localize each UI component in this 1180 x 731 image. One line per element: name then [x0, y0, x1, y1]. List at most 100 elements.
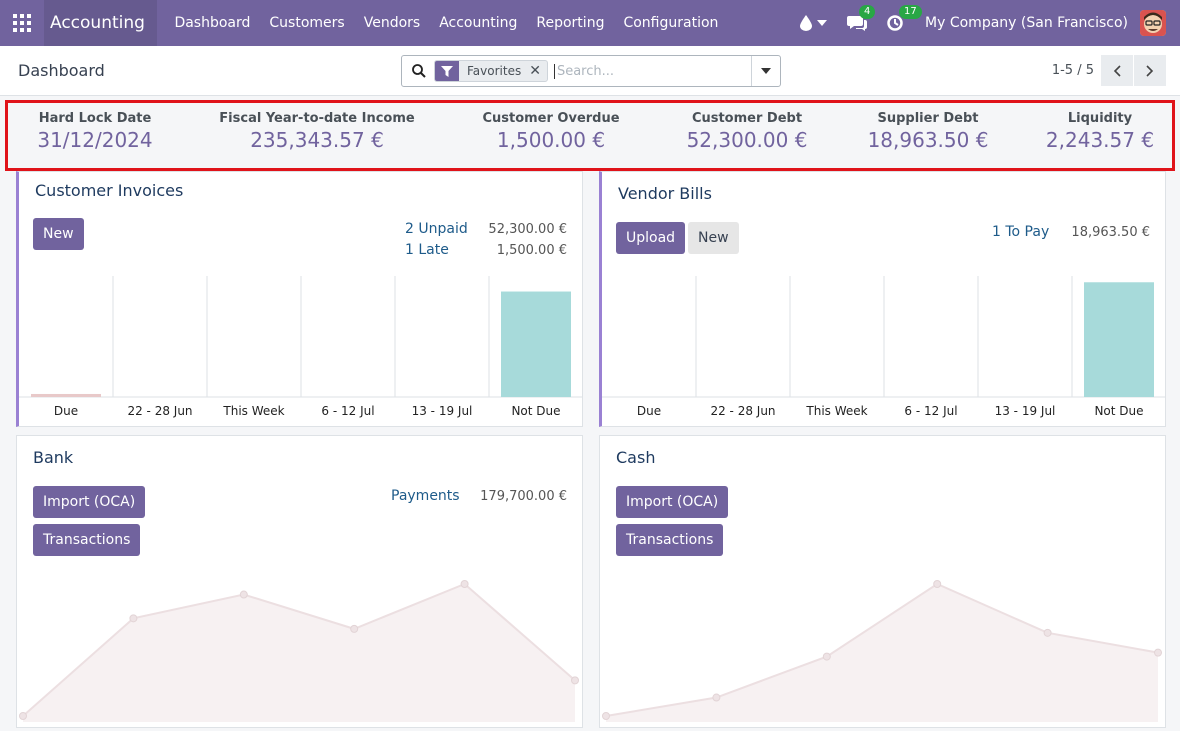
unpaid-amount: 52,300.00 € — [488, 222, 567, 237]
pager-value[interactable]: 1-5 / 5 — [1051, 63, 1094, 78]
caret-down-icon — [761, 68, 771, 74]
bar — [501, 291, 571, 397]
pager-previous[interactable] — [1101, 55, 1133, 86]
menu-accounting[interactable]: Accounting — [439, 15, 518, 31]
data-point — [712, 693, 721, 702]
menu-vendors[interactable]: Vendors — [363, 15, 421, 31]
cash-chart[interactable] — [600, 576, 1165, 726]
chevron-right-icon — [1146, 64, 1154, 77]
x-tick-label: 22 - 28 Jun — [127, 404, 192, 418]
to-pay-amount: 18,963.50 € — [1071, 225, 1150, 240]
menu-reporting[interactable]: Reporting — [536, 15, 605, 31]
vendor-bills-chart[interactable]: Due 22 - 28 Jun This Week 6 - 12 Jul 13 - 19… — [602, 276, 1166, 426]
apps-menu-icon[interactable] — [0, 0, 44, 46]
data-point — [239, 590, 248, 599]
x-tick-label: Due — [54, 404, 78, 418]
chat-icon — [847, 16, 868, 31]
kpi-label: Supplier Debt — [877, 111, 979, 126]
kpi-fiscal-income: Fiscal Year-to-date Income 235,343.57 € — [219, 111, 414, 152]
app-name[interactable]: Accounting — [44, 0, 157, 46]
data-point — [822, 652, 831, 661]
x-tick-label: 13 - 19 Jul — [995, 404, 1056, 418]
x-tick-label: 13 - 19 Jul — [412, 404, 473, 418]
kpi-liquidity: Liquidity 2,243.57 € — [1046, 111, 1154, 152]
chevron-left-icon — [1113, 64, 1121, 77]
bank-card: Bank Import (OCA) Transactions Payments … — [16, 435, 583, 728]
x-tick-label: 6 - 12 Jul — [321, 404, 374, 418]
search-bar: Favorites ✕ — [401, 55, 781, 87]
kpi-label: Hard Lock Date — [38, 111, 152, 126]
data-point — [1043, 628, 1052, 637]
droplet-icon — [800, 15, 813, 31]
series-line — [605, 582, 1159, 717]
data-point — [460, 580, 469, 588]
bar — [1084, 282, 1154, 397]
caret-down-icon — [817, 20, 828, 26]
bank-chart[interactable] — [17, 576, 582, 726]
filter-icon — [435, 61, 459, 81]
kpi-value: 18,963.50 € — [867, 128, 989, 152]
control-panel: Dashboard Favorites ✕ 1-5 / 5 — [0, 46, 1180, 96]
data-point — [933, 580, 942, 588]
kpi-customer-debt: Customer Debt 52,300.00 € — [687, 111, 808, 152]
data-point — [129, 614, 138, 623]
top-navbar: Accounting Dashboard Customers Vendors A… — [0, 0, 1180, 46]
customer-invoices-card: Customer Invoices New 2 Unpaid 52,300.00… — [16, 171, 583, 427]
search-options-toggle[interactable] — [751, 56, 780, 86]
card-title[interactable]: Customer Invoices — [35, 181, 184, 200]
card-title[interactable]: Bank — [33, 448, 74, 467]
activities-button[interactable]: 17 — [887, 5, 922, 31]
x-tick-label: 6 - 12 Jul — [904, 404, 957, 418]
kpi-supplier-debt: Supplier Debt 18,963.50 € — [868, 111, 989, 152]
customer-invoices-chart[interactable]: Due 22 - 28 Jun This Week 6 - 12 Jul 13 - 19… — [19, 276, 583, 426]
data-point — [1154, 648, 1162, 657]
search-facet[interactable]: Favorites ✕ — [434, 60, 548, 82]
kpi-value: 235,343.57 € — [250, 128, 384, 152]
messages-button[interactable]: 4 — [847, 5, 876, 31]
payments-amount: 179,700.00 € — [480, 489, 567, 504]
x-tick-label: This Week — [222, 404, 284, 418]
new-invoice-button[interactable]: New — [33, 218, 84, 250]
kpi-value: 2,243.57 € — [1045, 128, 1155, 152]
late-invoices-link[interactable]: 1 Late — [405, 242, 449, 258]
company-switcher[interactable]: My Company (San Francisco) — [925, 15, 1128, 31]
pager-next[interactable] — [1134, 55, 1166, 86]
x-tick-label: Not Due — [511, 404, 560, 418]
kpi-label: Customer Debt — [691, 111, 803, 126]
remove-facet-icon[interactable]: ✕ — [529, 63, 541, 79]
menu-customers[interactable]: Customers — [269, 15, 345, 31]
breadcrumb: Dashboard — [18, 61, 105, 80]
cash-card: Cash Import (OCA) Transactions — [599, 435, 1166, 728]
kpi-summary: Hard Lock Date 31/12/2024 Fiscal Year-to… — [5, 100, 1175, 171]
search-icon — [412, 64, 426, 78]
menu-configuration[interactable]: Configuration — [623, 15, 719, 31]
card-title[interactable]: Vendor Bills — [618, 184, 712, 203]
debug-menu[interactable] — [800, 15, 828, 31]
user-avatar[interactable] — [1140, 10, 1166, 36]
new-bill-button[interactable]: New — [688, 222, 739, 254]
bank-import-button[interactable]: Import (OCA) — [33, 486, 146, 518]
cash-transactions-button[interactable]: Transactions — [616, 524, 724, 556]
kpi-label: Fiscal Year-to-date Income — [219, 111, 415, 126]
unpaid-invoices-link[interactable]: 2 Unpaid — [405, 221, 468, 237]
vendor-bills-card: Vendor Bills Upload New 1 To Pay 18,963.… — [599, 171, 1166, 427]
activities-badge: 17 — [899, 5, 922, 19]
x-tick-label: 22 - 28 Jun — [710, 404, 775, 418]
data-point — [350, 624, 359, 633]
search-input[interactable] — [553, 63, 734, 79]
kpi-value: 1,500.00 € — [496, 128, 606, 152]
x-tick-label: Not Due — [1094, 404, 1143, 418]
card-title[interactable]: Cash — [616, 448, 656, 467]
kpi-label: Customer Overdue — [482, 111, 620, 126]
messages-badge: 4 — [859, 5, 876, 19]
kpi-label: Liquidity — [1067, 111, 1133, 126]
payments-link[interactable]: Payments — [391, 488, 460, 504]
to-pay-link[interactable]: 1 To Pay — [992, 224, 1050, 240]
kpi-customer-overdue: Customer Overdue 1,500.00 € — [482, 111, 619, 152]
menu-dashboard[interactable]: Dashboard — [174, 15, 251, 31]
bank-transactions-button[interactable]: Transactions — [33, 524, 141, 556]
upload-bill-button[interactable]: Upload — [616, 222, 686, 254]
x-tick-label: This Week — [805, 404, 867, 418]
area-fill — [23, 584, 575, 722]
cash-import-button[interactable]: Import (OCA) — [616, 486, 729, 518]
